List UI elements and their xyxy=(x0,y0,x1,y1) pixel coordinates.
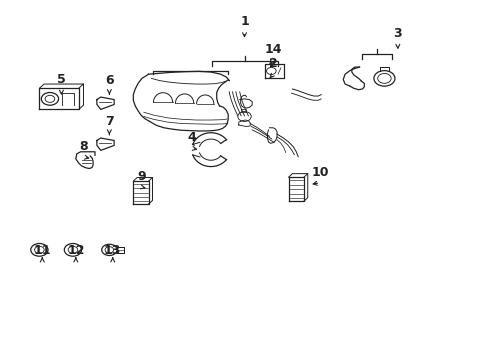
Text: 2: 2 xyxy=(268,57,277,70)
Text: 5: 5 xyxy=(57,73,66,86)
Text: 14: 14 xyxy=(264,43,282,56)
Text: 11: 11 xyxy=(34,244,51,257)
Text: 7: 7 xyxy=(105,115,114,128)
Text: 13: 13 xyxy=(104,244,121,257)
Text: 1: 1 xyxy=(240,15,248,28)
Text: 4: 4 xyxy=(187,131,196,144)
Text: 12: 12 xyxy=(67,244,84,257)
Text: 3: 3 xyxy=(393,27,401,40)
Text: 6: 6 xyxy=(105,74,113,87)
Text: 10: 10 xyxy=(311,166,328,179)
Text: 8: 8 xyxy=(80,140,88,153)
Text: 9: 9 xyxy=(137,170,145,183)
